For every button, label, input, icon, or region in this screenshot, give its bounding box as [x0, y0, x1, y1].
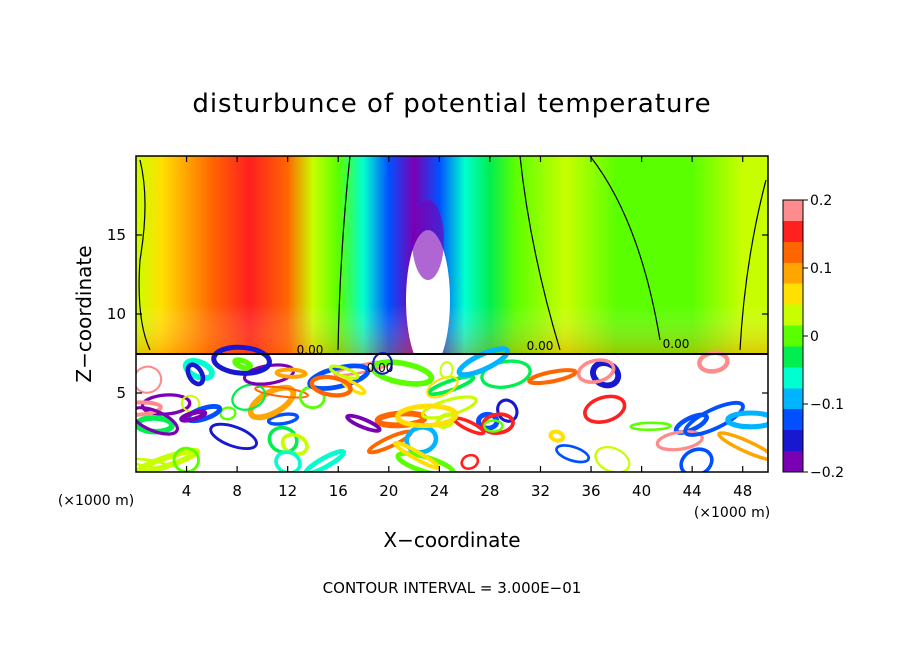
- lower-layer-blob: [254, 385, 309, 399]
- lower-layer-blob: [395, 403, 459, 429]
- lower-layer-blob: [180, 394, 201, 413]
- colorbar-tick-label: −0.1: [810, 397, 844, 413]
- y-tick-label: 5: [116, 384, 126, 402]
- lower-layer-blob: [679, 447, 714, 472]
- lower-layer-blob: [266, 412, 300, 426]
- lower-layer-blob: [267, 425, 299, 455]
- x-tick-label: 32: [531, 482, 550, 500]
- lower-layer-blob: [328, 364, 360, 380]
- upper-field-shading: [136, 156, 768, 354]
- lower-layer-blob: [456, 346, 510, 378]
- lower-layer-blob: [548, 429, 566, 443]
- lower-layer-blob: [594, 446, 631, 472]
- x-tick-label: 8: [232, 482, 242, 500]
- colorbar-tick-label: 0: [810, 329, 819, 345]
- lower-layer-blobs: [136, 344, 768, 472]
- contour-label: 0.00: [663, 337, 690, 351]
- x-axis-label: X−coordinate: [383, 528, 520, 552]
- lower-layer-blob: [179, 409, 208, 423]
- x-tick-label: 24: [430, 482, 449, 500]
- colorbar-ramp: [782, 199, 804, 473]
- chart-title: disturbunce of potential temperature: [192, 89, 711, 119]
- contour-interval-note: CONTOUR INTERVAL = 3.000E−01: [323, 579, 582, 597]
- x-tick-label: 20: [379, 482, 398, 500]
- lower-layer-blob: [211, 344, 272, 376]
- contour-line: [519, 156, 561, 351]
- y-tick-label: 10: [107, 305, 126, 323]
- colorbar: 0.2 0.1 0 −0.1 −0.2: [782, 193, 844, 481]
- x-tick-label: 12: [278, 482, 297, 500]
- lower-layer-blob: [231, 383, 267, 411]
- lower-layer-blob: [140, 393, 192, 416]
- x-axis-ticks: 4 8 12 16 20 24 28 32 36 40 44 48: [182, 156, 752, 500]
- lower-layer-blob: [345, 413, 382, 433]
- lower-layer-blob: [527, 368, 578, 386]
- colorbar-tick-label: 0.2: [810, 193, 832, 209]
- lower-layer-blob: [426, 375, 459, 399]
- contour-labels: 0.00 0.00 0.00 0.00: [297, 337, 690, 375]
- lower-layer-blob: [673, 412, 709, 435]
- x-tick-label: 4: [182, 482, 192, 500]
- x-tick-label: 16: [329, 482, 348, 500]
- lower-layer-blob: [725, 410, 768, 430]
- x-tick-label: 40: [632, 482, 651, 500]
- contour-line: [739, 179, 767, 351]
- lower-layer-blob: [209, 422, 258, 451]
- lower-layer-blob: [136, 365, 163, 394]
- lower-layer-blob: [439, 361, 454, 379]
- lower-layer-blob: [182, 358, 215, 381]
- lower-layer-blob: [309, 374, 353, 398]
- lower-layer-blob: [392, 440, 441, 470]
- lower-layer-blob: [219, 406, 237, 421]
- lower-layer-blob: [555, 444, 591, 464]
- lower-layer-blob: [185, 362, 206, 387]
- x-tick-label: 48: [733, 482, 752, 500]
- colorbar-tick-label: 0.1: [810, 261, 832, 277]
- x-tick-label: 28: [480, 482, 499, 500]
- lower-layer-blob: [697, 350, 730, 374]
- lower-layer-blob: [136, 406, 179, 436]
- contour-line: [138, 159, 151, 351]
- lower-layer-blob: [583, 394, 627, 424]
- lower-layer-blob: [274, 367, 308, 379]
- lower-layer-blob: [232, 357, 253, 371]
- colorbar-tick-label: −0.2: [810, 465, 844, 481]
- contour-line: [589, 156, 661, 341]
- lower-layer-blob: [274, 450, 302, 472]
- contour-label: 0.00: [527, 339, 554, 353]
- lower-layer-blob: [480, 359, 532, 389]
- lower-layer-blob: [483, 419, 504, 433]
- contour-label: 0.00: [367, 361, 394, 375]
- lower-layer-blob: [655, 429, 704, 452]
- colorbar-ticks: 0.2 0.1 0 −0.1 −0.2: [803, 193, 844, 481]
- x-tick-label: 36: [581, 482, 600, 500]
- lower-layer-blob: [629, 421, 672, 432]
- y-axis-label: Z−coordinate: [72, 245, 96, 382]
- lower-layer-blob: [683, 400, 745, 437]
- plume-edge: [412, 200, 444, 280]
- lower-layer-blob: [460, 453, 480, 470]
- contour-label: 0.00: [297, 343, 324, 357]
- x-tick-label: 44: [683, 482, 702, 500]
- lower-layer-blob: [136, 457, 171, 470]
- y-axis-ticks: 5 10 15: [107, 226, 768, 402]
- x-unit-label: (×1000 m): [58, 493, 134, 509]
- y-tick-label: 15: [107, 226, 126, 244]
- x-unit-label-right: (×1000 m): [694, 505, 770, 521]
- lower-layer-blob: [303, 448, 347, 472]
- contour-line: [337, 156, 351, 351]
- plot-area: [136, 156, 768, 472]
- lower-layer-blob: [576, 358, 616, 384]
- contour-lines: [136, 156, 768, 355]
- lower-layer-blob: [717, 431, 768, 462]
- lower-layer-blob: [420, 395, 478, 420]
